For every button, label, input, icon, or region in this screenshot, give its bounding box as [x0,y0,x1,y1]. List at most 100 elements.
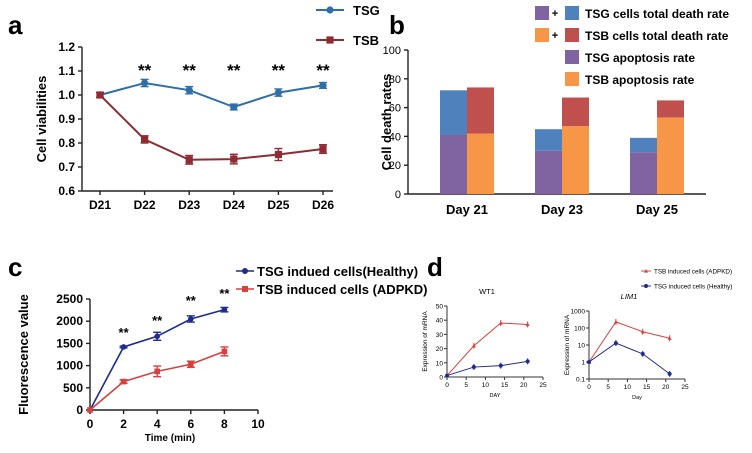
b-bar-tsb-apoptosis-1 [562,126,589,194]
d2-series-line-1 [588,342,670,375]
c-x-axis-title: Time (min) [145,433,195,444]
a-point-1-1 [141,135,149,143]
c-significance-label: ** [152,313,163,328]
b-x-tick-label-0: Day 21 [446,202,488,217]
c-series-line-1 [89,350,225,411]
a-significance-label: ** [272,61,286,80]
d1-y-tick-label: 30 [436,332,444,339]
d2-y-tick-label: 0.1 [576,377,585,384]
c-y-tick-label: 1500 [56,336,83,350]
d2-x-tick-label: 5 [606,384,610,391]
b-legend-label-0: TSG cells total death rate [585,7,729,21]
a-y-tick-label: 0.9 [58,112,75,126]
a-x-tick-label: D25 [267,198,289,212]
b-bar-tsg-apoptosis-1 [535,150,562,194]
d1-y-tick-label: 10 [436,360,444,367]
d1-y-axis-title: Expression of mRNA [422,311,429,372]
d2-y-tick-label: 1 [581,360,585,367]
b-legend-swatch-b-0 [565,6,579,20]
d1-y-tick-label: 50 [436,304,444,311]
b-legend-swatch-b-1 [565,28,579,42]
d2-y-tick-label: 10 [578,343,586,350]
d1-title: WT1 [479,287,495,296]
b-legend-label-3: TSB apoptosis rate [585,73,695,87]
b-legend-swatch-a-1 [535,28,549,42]
d2-x-tick-label: 0 [587,384,591,391]
d2-y-axis-title: Expression of mRNA [564,314,571,375]
a-series-line-0 [99,81,324,109]
c-point-1-1 [120,378,127,385]
a-point-0-1 [141,79,149,87]
c-y-axis-title: Fluorescence value [16,294,31,415]
c-x-tick-label: 0 [87,417,94,431]
c-point-0-3 [188,316,194,322]
d1-x-tick-label: 5 [464,382,468,389]
a-significance-label: ** [316,61,330,80]
panel-label-a: a [8,10,23,40]
d-legend-marker-0 [644,269,648,273]
c-point-0-2 [154,333,160,340]
c-point-0-1 [120,344,127,350]
d1-series-line-1 [446,360,528,377]
c-x-tick-label: 2 [120,417,127,431]
a-point-1-5 [319,145,327,153]
b-legend-plus-0: + [552,8,558,20]
c-point-1-4 [221,348,228,355]
b-y-tick-label: 60 [389,103,401,115]
d2-point-1-0 [587,360,591,364]
d1-x-axis-title: DAY [490,393,501,399]
a-legend-marker-1 [326,36,334,44]
b-bar-tsb-total-1 [562,97,589,127]
panel-label-c: c [8,252,22,282]
b-x-tick-label-2: Day 25 [636,202,678,217]
d1-x-tick-label: 10 [482,382,490,389]
b-y-tick-label: 40 [389,131,401,143]
a-x-tick-label: D22 [134,198,156,212]
d1-series-line-0 [446,322,528,376]
c-x-tick-label: 4 [154,417,161,431]
a-x-tick-label: D23 [178,198,200,212]
a-point-1-3 [230,155,238,163]
a-point-0-3 [230,103,238,111]
a-significance-label: ** [227,61,241,80]
c-y-tick-label: 2000 [56,314,83,328]
b-x-tick-label-1: Day 23 [541,202,583,217]
d1-x-tick-label: 25 [539,382,547,389]
b-bar-tsg-total-2 [630,137,657,153]
c-y-tick-label: 0 [76,403,83,417]
a-y-tick-label: 1.0 [58,88,75,102]
b-bar-tsg-total-1 [535,129,562,151]
b-bar-tsg-apoptosis-2 [630,152,657,194]
b-bar-tsg-total-0 [440,90,467,135]
c-legend-label-1: TSB induced cells (ADPKD) [257,282,427,297]
d-legend-marker-1 [644,284,648,288]
c-significance-label: ** [219,286,230,301]
c-x-tick-label: 10 [251,417,265,431]
b-bar-tsb-apoptosis-0 [467,133,494,194]
b-y-tick-label: 100 [383,45,401,57]
d-legend-label-1: TSG induced cells (Healthy) [654,284,732,291]
d2-x-axis-title: Day [632,395,642,401]
b-y-tick-label: 20 [389,160,401,172]
c-significance-label: ** [119,325,130,340]
a-legend-label-1: TSB [353,33,379,48]
d1-y-tick-label: 0 [439,375,443,382]
d1-x-tick-label: 0 [445,382,449,389]
a-point-0-4 [274,89,282,97]
d2-x-tick-label: 10 [624,384,632,391]
b-legend-swatch-b-2 [565,50,579,64]
a-legend-marker-0 [326,6,334,14]
d1-y-tick-label: 40 [436,318,444,325]
a-y-tick-label: 0.8 [58,136,75,150]
a-y-tick-label: 0.6 [58,184,75,198]
c-y-tick-label: 1000 [56,359,83,373]
a-legend-label-0: TSG [353,3,380,18]
a-point-0-5 [319,81,327,89]
a-point-1-2 [185,156,193,164]
a-point-0-2 [185,86,193,94]
d2-y-tick-label: 100 [574,326,585,333]
d1-y-tick-label: 20 [436,346,444,353]
b-legend-swatch-a-0 [535,6,549,20]
d1-point-1-0 [445,373,449,378]
